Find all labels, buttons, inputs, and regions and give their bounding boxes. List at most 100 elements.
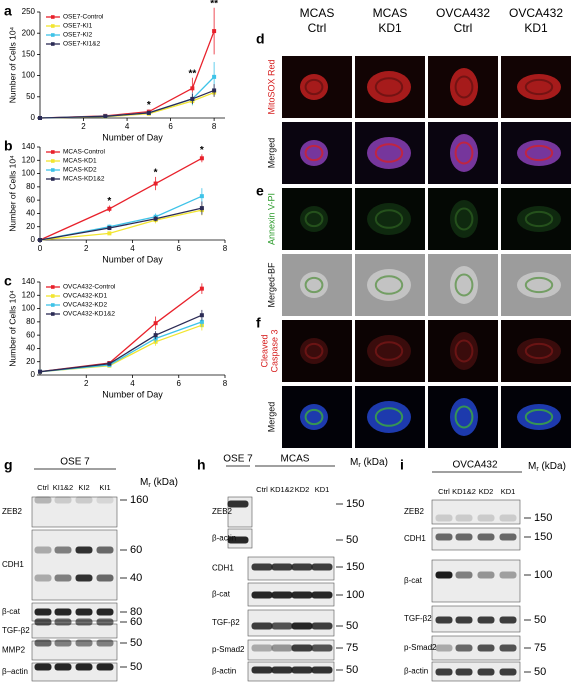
band bbox=[291, 563, 313, 571]
band bbox=[291, 591, 313, 599]
band bbox=[455, 668, 473, 676]
band bbox=[271, 666, 293, 674]
marker-label: 50 bbox=[346, 664, 358, 676]
band bbox=[311, 622, 333, 630]
point bbox=[212, 29, 217, 34]
cell-signal bbox=[304, 408, 324, 426]
x-tick-label: 6 bbox=[177, 379, 182, 388]
marker-label: 50 bbox=[130, 661, 142, 673]
band bbox=[251, 666, 273, 674]
band bbox=[499, 668, 517, 676]
band bbox=[34, 574, 52, 582]
cell-signal bbox=[304, 210, 324, 228]
band bbox=[477, 571, 495, 579]
panel-label: b bbox=[4, 138, 13, 154]
marker-label: 80 bbox=[130, 606, 142, 618]
mr-unit: (kDa) bbox=[151, 477, 178, 488]
cell-signal bbox=[374, 407, 404, 427]
column-header: KD1 bbox=[524, 21, 548, 35]
legend-label: MCAS-KD1 bbox=[63, 158, 97, 165]
cell-signal bbox=[524, 342, 554, 360]
band bbox=[251, 622, 273, 630]
x-axis-label: Number of Day bbox=[102, 389, 163, 399]
x-tick-label: 8 bbox=[212, 122, 217, 131]
blot-strip bbox=[31, 496, 118, 528]
cell-body bbox=[367, 137, 411, 169]
y-tick-label: 0 bbox=[31, 113, 36, 122]
lane-label: Ctrl bbox=[256, 485, 268, 494]
x-axis-label: Number of Day bbox=[102, 132, 163, 142]
cell-body bbox=[450, 332, 478, 370]
band bbox=[311, 563, 333, 571]
point bbox=[199, 194, 204, 199]
band bbox=[435, 533, 453, 541]
y-tick-label: 0 bbox=[31, 235, 36, 244]
series-line bbox=[39, 195, 203, 241]
group-header: MCAS bbox=[281, 454, 310, 465]
band bbox=[54, 639, 72, 647]
x-tick-label: 0 bbox=[38, 244, 43, 253]
y-tick-label: 200 bbox=[22, 28, 36, 37]
series-line bbox=[39, 324, 203, 373]
band bbox=[75, 608, 93, 616]
point bbox=[190, 96, 195, 101]
cell-body bbox=[450, 134, 478, 172]
band bbox=[499, 571, 517, 579]
y-tick-label: 20 bbox=[26, 357, 35, 366]
y-tick-label: 40 bbox=[26, 209, 35, 218]
point bbox=[212, 74, 217, 79]
legend-marker bbox=[51, 159, 55, 163]
mr-symbol: M bbox=[350, 457, 358, 468]
cell-body bbox=[367, 335, 411, 367]
cell-body bbox=[517, 140, 561, 166]
x-tick-label: 6 bbox=[168, 122, 173, 131]
mr-label: Mr (kDa) bbox=[140, 477, 178, 489]
significance: * bbox=[200, 145, 204, 156]
marker-label: 100 bbox=[534, 569, 552, 581]
group-header: OSE 7 bbox=[223, 454, 253, 465]
band bbox=[455, 644, 473, 652]
band bbox=[96, 496, 114, 504]
cell-signal bbox=[454, 75, 474, 99]
marker-label: 150 bbox=[346, 498, 364, 510]
blot-strip bbox=[247, 639, 335, 661]
mr-sub: r bbox=[148, 482, 151, 489]
y-tick-label: 140 bbox=[22, 277, 36, 286]
cell-body bbox=[300, 206, 328, 232]
cell-signal bbox=[374, 275, 404, 295]
band bbox=[271, 622, 293, 630]
row-label: β-actin bbox=[404, 667, 428, 676]
band bbox=[435, 514, 453, 522]
lane-label: KI1 bbox=[99, 483, 110, 492]
marker-label: 50 bbox=[346, 534, 358, 546]
row-label: CDH1 bbox=[212, 564, 234, 573]
band bbox=[499, 514, 517, 522]
y-tick-label: 120 bbox=[22, 290, 36, 299]
y-tick-label: 50 bbox=[26, 92, 35, 101]
row-label: Caspase 3 bbox=[269, 329, 279, 372]
mr-symbol: M bbox=[140, 477, 148, 488]
series-line bbox=[39, 321, 203, 373]
band bbox=[34, 618, 52, 626]
legend-marker bbox=[51, 33, 55, 37]
series-line bbox=[39, 207, 203, 241]
y-tick-label: 140 bbox=[22, 142, 36, 151]
band bbox=[54, 546, 72, 554]
significance: ** bbox=[188, 68, 196, 79]
y-tick-label: 150 bbox=[22, 50, 36, 59]
band bbox=[34, 496, 52, 504]
blot-strip bbox=[31, 602, 118, 622]
mr-unit: (kDa) bbox=[539, 461, 566, 472]
cell-signal bbox=[524, 210, 554, 228]
point bbox=[199, 206, 204, 211]
band bbox=[455, 514, 473, 522]
row-label: MitoSOX Red bbox=[266, 59, 276, 114]
legend-label: OSE7-Control bbox=[63, 14, 104, 21]
series-line bbox=[39, 76, 215, 119]
cell-signal bbox=[454, 207, 474, 231]
marker-label: 50 bbox=[346, 620, 358, 632]
band bbox=[477, 616, 495, 624]
row-label: Merged bbox=[266, 402, 276, 433]
column-header: MCAS bbox=[300, 6, 335, 20]
